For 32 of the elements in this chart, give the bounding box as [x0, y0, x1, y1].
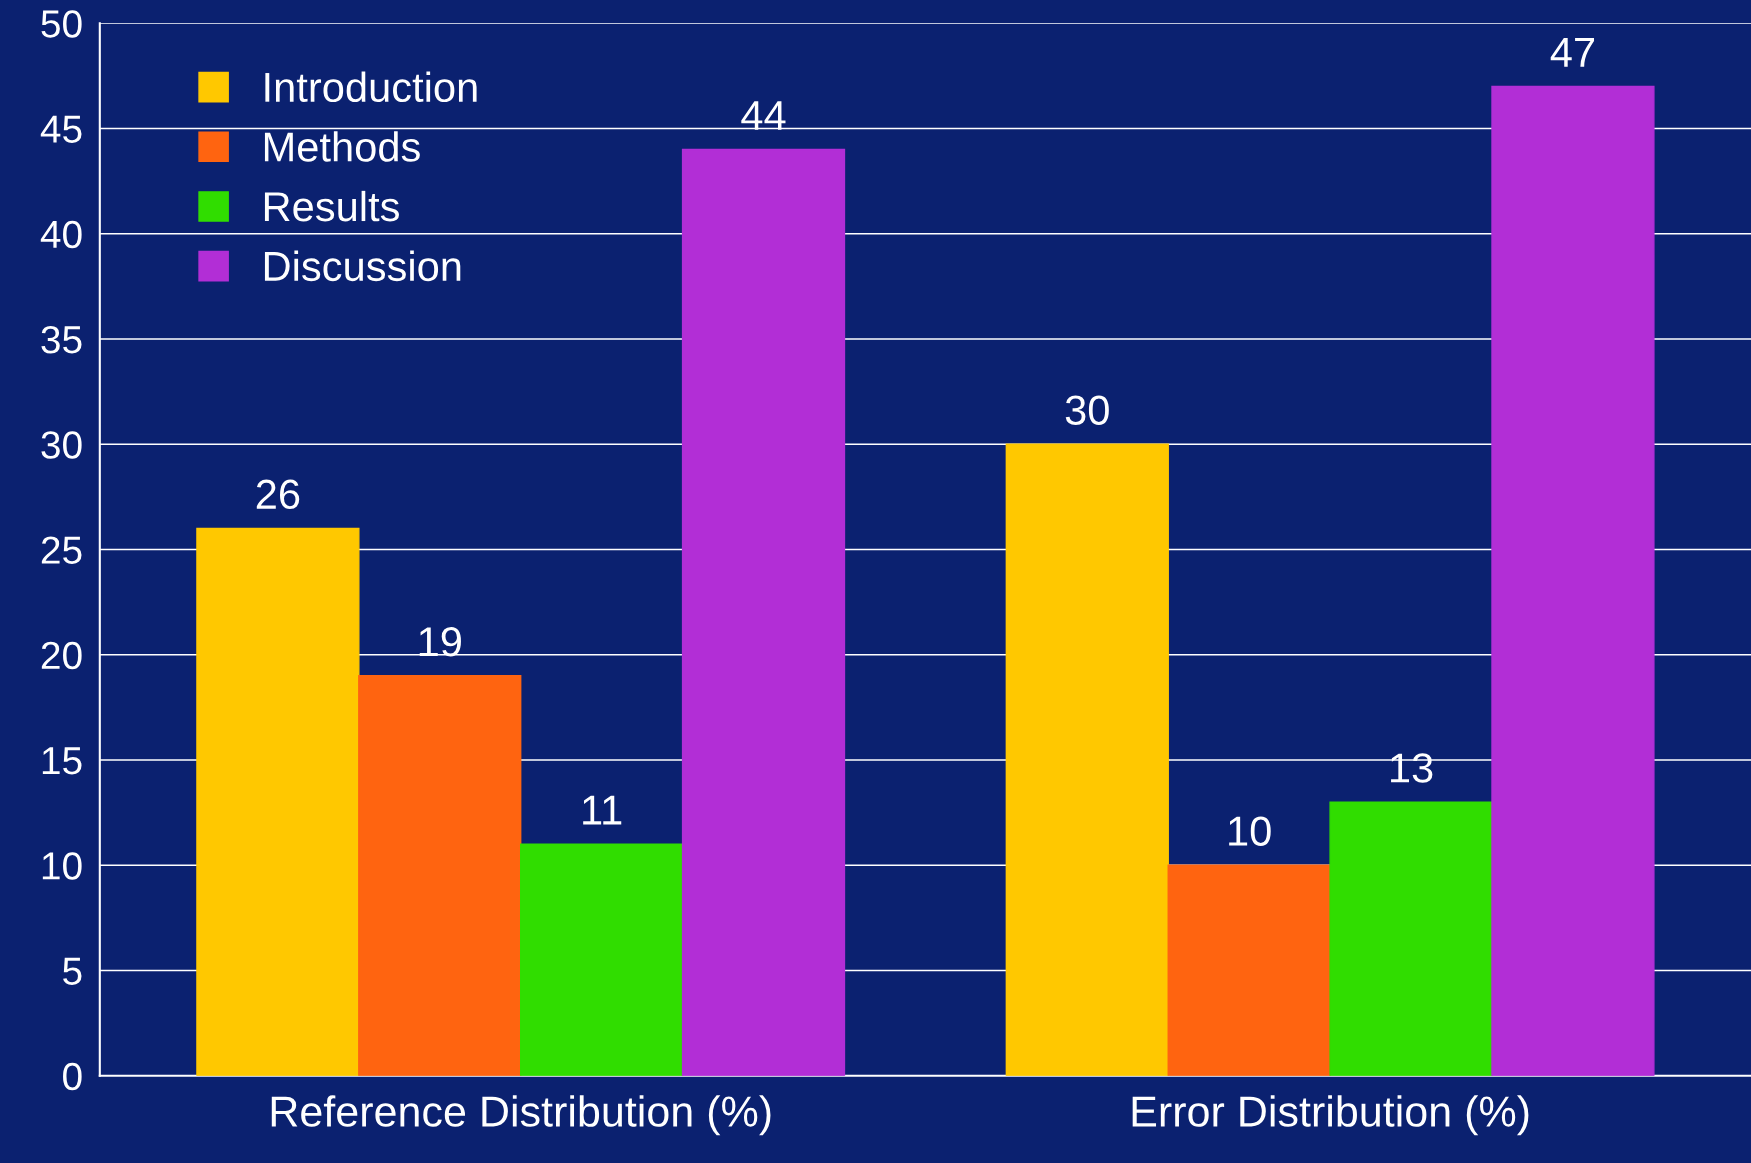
y-tick-label: 25 [41, 536, 82, 564]
x-tick-label: Error Distribution (%) [1132, 1095, 1529, 1136]
x-tick-label: Reference Distribution (%) [271, 1095, 771, 1136]
data-label: 30 [1065, 395, 1109, 425]
bar [196, 527, 360, 1076]
data-label: 11 [583, 795, 622, 825]
bar [681, 148, 846, 1076]
data-label: 26 [256, 479, 300, 510]
bar [520, 843, 684, 1076]
bar [1005, 443, 1169, 1076]
legend-label: Introduction [265, 71, 477, 103]
y-tick-label: 10 [42, 852, 82, 880]
bar [358, 675, 522, 1076]
bar [1167, 864, 1331, 1076]
y-tick-label: 50 [41, 10, 82, 38]
y-tick-label: 30 [41, 431, 82, 459]
y-tick-label: 20 [41, 641, 82, 670]
data-label: 47 [1550, 37, 1595, 67]
data-label: 44 [741, 101, 786, 130]
y-tick-label: 35 [41, 325, 82, 354]
data-label: 13 [1391, 753, 1433, 783]
data-label: 10 [1229, 816, 1271, 846]
y-tick-label: 15 [42, 747, 82, 775]
y-tick-label: 45 [40, 115, 82, 143]
y-tick-label: 0 [63, 1062, 82, 1091]
bar [1329, 801, 1493, 1076]
bar [1491, 85, 1655, 1076]
y-tick-label: 40 [40, 220, 82, 249]
legend-label: Results [264, 190, 399, 222]
legend-label: Discussion [264, 250, 461, 282]
legend-label: Methods [264, 131, 420, 162]
y-tick-label: 5 [63, 957, 82, 985]
